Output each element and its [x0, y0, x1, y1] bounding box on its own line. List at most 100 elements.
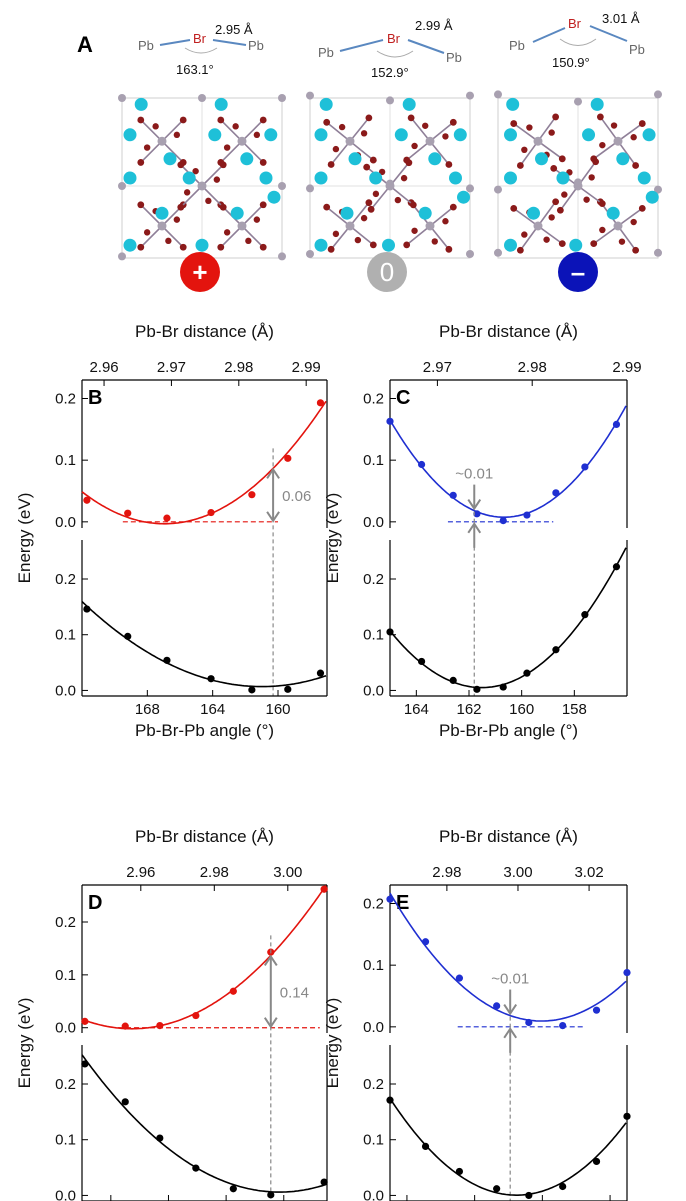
cesium-atom [319, 97, 333, 111]
upper-subplot: 0.0 0.1 0.2 ~0.01 [363, 884, 631, 1053]
data-point [493, 1002, 501, 1010]
energy-difference-annotation: 0.14 [263, 954, 309, 1029]
data-point [163, 514, 171, 522]
pb-br-bond [330, 140, 351, 166]
energy-charts: Pb-Br distance (Å) 2.96 2.97 2.98 2.99 B Energ… [15, 322, 642, 1201]
bond-length-label: 2.99 Å [415, 18, 453, 33]
panel-a-structures: A Pb Br Pb 2.95 Å 163.1° + Pb Br Pb 2.99… [77, 11, 662, 292]
bromine-atom [552, 113, 560, 121]
crystal-lattice-neutral [306, 91, 474, 263]
bromine-atom [548, 129, 555, 136]
data-point [612, 563, 621, 571]
lead-atom [654, 185, 662, 194]
upper-subplot: 0.0 0.1 0.2 0.06 [55, 379, 328, 531]
bromine-atom [638, 120, 646, 127]
y-tick-label: 0.1 [55, 967, 76, 984]
pb-br-bond [429, 140, 450, 166]
lower-subplot: 1601561521480.00.10.2 [363, 1045, 631, 1201]
cesium-atom [195, 238, 209, 252]
bromine-atom [516, 162, 524, 169]
y-tick-label: 0.2 [363, 571, 384, 588]
bromine-atom [137, 159, 145, 166]
energy-difference-annotation: ~0.01 [455, 466, 493, 548]
y-tick-label: 0.2 [55, 571, 76, 588]
data-point [386, 895, 394, 903]
bromine-atom [422, 122, 429, 129]
fit-curve [81, 601, 327, 688]
bromine-atom [259, 159, 267, 166]
svg-text:0: 0 [380, 257, 394, 287]
data-point [592, 1157, 601, 1166]
y-tick-label: 0.1 [55, 452, 76, 469]
cesium-atom [527, 206, 540, 220]
y-tick-label: 0.2 [363, 391, 384, 408]
bromine-atom [558, 155, 566, 163]
cesium-atom [556, 171, 570, 185]
structure-negative: Pb Br Pb 3.01 Å 150.9° – [494, 11, 662, 292]
cesium-atom [264, 128, 278, 142]
y-tick-label: 0.1 [363, 627, 384, 644]
panel-label: C [396, 387, 410, 409]
fit-curve [389, 1097, 627, 1196]
bromine-atom [369, 156, 377, 164]
cesium-atom [637, 171, 651, 185]
bromine-atom [405, 159, 413, 167]
cesium-atom [163, 152, 177, 166]
pb-br-bond [349, 140, 374, 161]
data-point [248, 686, 256, 694]
panel-label: B [88, 387, 102, 409]
pb-br-bond [389, 185, 414, 206]
lead-atom [494, 90, 502, 99]
lead-atom [345, 136, 355, 146]
bromine-atom [152, 123, 159, 130]
data-point [207, 508, 215, 517]
cesium-atom [369, 171, 383, 185]
lead-atom [533, 136, 543, 146]
pb-label-left: Pb [509, 38, 525, 53]
data-point [525, 1191, 533, 1200]
cesium-atom [123, 171, 137, 185]
bromine-atom [552, 198, 560, 206]
bromine-atom [442, 218, 449, 225]
bromine-atom [588, 174, 595, 181]
data-point [386, 417, 394, 425]
fit-curve [389, 405, 627, 518]
x-tick-label: 168 [135, 701, 160, 718]
bromine-atom [232, 123, 239, 130]
lead-atom [306, 184, 314, 193]
bromine-atom [638, 204, 646, 212]
pb-label-right: Pb [248, 38, 264, 53]
lower-subplot: 1641601561520.00.10.2 [55, 1045, 328, 1201]
bromine-atom [556, 206, 564, 214]
charge-badge-neutral: 0 [367, 252, 407, 292]
pb-br-bond [220, 225, 243, 248]
lead-atom [118, 94, 126, 102]
x-tick-label: 162 [456, 701, 481, 718]
bromine-atom [192, 167, 199, 175]
bromine-atom [449, 203, 457, 211]
cesium-atom [267, 190, 281, 204]
bromine-atom [630, 218, 637, 226]
arrow-head [503, 1027, 518, 1039]
cesium-atom [382, 238, 395, 252]
bond-diagram-positive: Pb Br Pb 2.95 Å 163.1° [138, 22, 264, 77]
lead-atom [198, 94, 206, 102]
y-tick-label: 0.1 [363, 1132, 384, 1149]
bromine-atom [365, 199, 373, 207]
bromine-atom [510, 120, 518, 127]
lead-atom [533, 221, 543, 231]
y-tick-label: 0.0 [363, 1187, 384, 1201]
lead-atom [494, 248, 502, 257]
data-point [525, 1018, 533, 1027]
bromine-atom [323, 118, 331, 126]
bromine-atom [360, 214, 368, 222]
angle-label: 150.9° [552, 55, 590, 70]
bromine-atom [407, 114, 415, 122]
cesium-atom [418, 206, 432, 220]
cesium-atom [504, 238, 517, 252]
cesium-atom [348, 152, 362, 166]
data-point [163, 656, 171, 664]
pb-br-bond [220, 119, 243, 142]
x-tick-label: 160 [509, 701, 534, 718]
lead-atom [386, 96, 394, 105]
